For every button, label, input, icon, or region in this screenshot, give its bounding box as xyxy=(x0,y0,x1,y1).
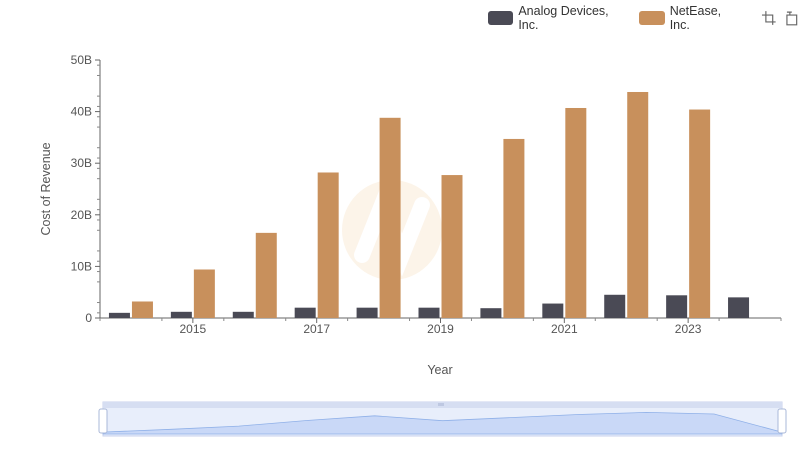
y-axis-label: Cost of Revenue xyxy=(39,142,53,235)
restore-icon[interactable] xyxy=(784,10,800,26)
bar-netease-2022 xyxy=(627,91,649,318)
y-tick-label: 10B xyxy=(71,259,92,273)
data-zoom-slider[interactable] xyxy=(98,401,787,437)
legend: Analog Devices, Inc. NetEase, Inc. xyxy=(488,4,800,32)
legend-item-analog-devices[interactable]: Analog Devices, Inc. xyxy=(488,4,629,32)
bar-netease-2015 xyxy=(193,269,215,318)
y-tick-label: 40B xyxy=(71,105,92,119)
bar-netease-2018 xyxy=(379,117,401,319)
bar-analog-devices-2016 xyxy=(232,311,254,318)
x-tick-label: 2017 xyxy=(303,322,330,336)
x-tick-label: 2019 xyxy=(427,322,454,336)
bar-netease-2019 xyxy=(441,175,463,318)
bar-netease-2017 xyxy=(317,172,339,318)
bar-analog-devices-2020 xyxy=(480,308,502,318)
y-tick-label: 20B xyxy=(71,208,92,222)
bar-analog-devices-2021 xyxy=(542,303,564,318)
legend-swatch-analog-devices xyxy=(488,11,514,25)
bar-netease-2014 xyxy=(131,301,153,318)
bar-analog-devices-2017 xyxy=(294,307,316,318)
bar-analog-devices-2014 xyxy=(108,312,130,318)
legend-label-analog-devices: Analog Devices, Inc. xyxy=(518,4,609,32)
bar-netease-2020 xyxy=(503,138,525,318)
y-tick-label: 50B xyxy=(71,53,92,67)
zoom-icon[interactable] xyxy=(761,10,777,26)
bar-analog-devices-2019 xyxy=(418,307,440,318)
x-axis: 2015 2017 2019 2021 2023 xyxy=(99,317,782,336)
bar-netease-2021 xyxy=(565,107,587,318)
bar-analog-devices-2018 xyxy=(356,307,378,318)
bars xyxy=(108,91,750,319)
bar-analog-devices-2015 xyxy=(170,311,192,318)
y-tick-label: 30B xyxy=(71,156,92,170)
y-axis: 0 10B 20B 30B 40B 50B xyxy=(71,53,101,325)
legend-swatch-netease xyxy=(639,11,665,25)
bar-analog-devices-2024 xyxy=(728,297,750,318)
x-axis-label: Year xyxy=(427,363,452,377)
slider-right-handle[interactable] xyxy=(777,408,787,434)
x-tick-label: 2023 xyxy=(675,322,702,336)
x-tick-label: 2021 xyxy=(551,322,578,336)
legend-item-netease[interactable]: NetEase, Inc. xyxy=(639,4,742,32)
bar-netease-2023 xyxy=(689,109,711,318)
legend-label-netease: NetEase, Inc. xyxy=(669,4,722,32)
slider-left-handle[interactable] xyxy=(98,408,108,434)
x-tick-label: 2015 xyxy=(180,322,207,336)
bar-analog-devices-2023 xyxy=(666,295,688,318)
slider-preview-area xyxy=(102,411,783,435)
y-tick-label: 0 xyxy=(85,311,92,325)
slider-drag-bar[interactable] xyxy=(103,402,782,408)
bar-netease-2016 xyxy=(255,232,277,318)
bar-analog-devices-2022 xyxy=(604,294,626,318)
